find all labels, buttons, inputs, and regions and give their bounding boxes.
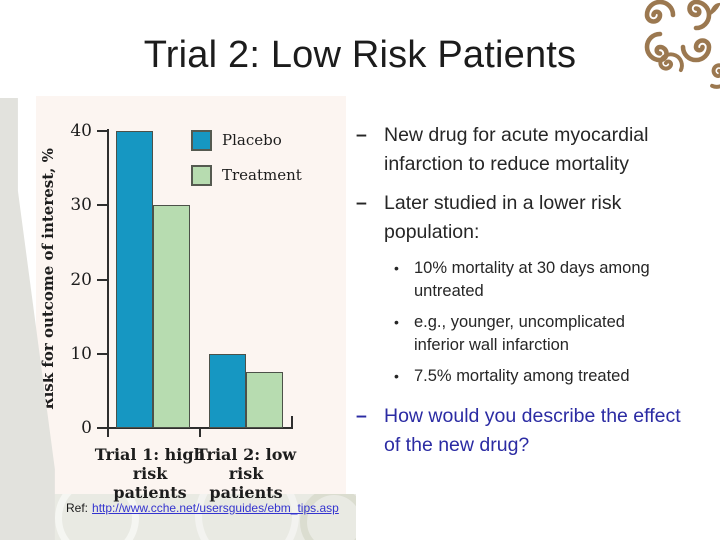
bullet-text: e.g., younger, uncomplicated inferior wa… (414, 313, 625, 354)
bullet-text: 7.5% mortality among treated (414, 367, 630, 385)
dash-bullet-icon: – (356, 192, 367, 214)
bar-treatment-2 (246, 372, 283, 428)
dot-bullet-icon: • (394, 314, 399, 330)
legend-label-placebo: Placebo (222, 131, 282, 149)
x-category-label-1: Trial 1: high risk patients (94, 445, 206, 502)
watermark-swirl-icon (300, 494, 356, 540)
y-tick-label: 0 (81, 418, 92, 438)
legend-swatch-treatment (191, 165, 212, 186)
dash-bullet-icon: – (356, 405, 367, 427)
legend-swatch-placebo (191, 130, 212, 151)
legend-label-treatment: Treatment (222, 166, 302, 184)
y-tick (97, 278, 107, 281)
y-tick (97, 130, 107, 132)
bullet-text: New drug for acute myocardial infarction… (384, 124, 649, 175)
y-tick-label: 10 (70, 343, 92, 364)
y-tick-label: 40 (70, 121, 92, 141)
ref-label: Ref: (66, 501, 89, 515)
corner-ornament-icon (643, 0, 720, 90)
bullet-item-2: • 10% mortality at 30 days among untreate… (356, 257, 720, 303)
bullet-item-3: • e.g., younger, uncomplicated inferior w… (356, 311, 720, 357)
bullet-item-4: • 7.5% mortality among treated (356, 365, 720, 388)
ref-link[interactable]: http://www.cche.net/usersguides/ebm_tips… (92, 501, 339, 515)
bar-treatment-1 (153, 205, 190, 428)
dot-bullet-icon: • (394, 260, 399, 276)
bullet-text: 10% mortality at 30 days among untreated (414, 259, 650, 300)
x-tick-mid (199, 428, 201, 437)
bar-placebo-2 (209, 353, 246, 428)
watermark-swirl-icon (55, 494, 139, 540)
bar-placebo-1 (116, 131, 153, 428)
x-tick-end (291, 416, 293, 428)
bullet-item-5: – How would you describe the effect of th… (356, 402, 720, 460)
leaf-icon (709, 2, 720, 16)
y-tick (97, 352, 107, 355)
dash-bullet-icon: – (356, 124, 367, 146)
slide-title: Trial 2: Low Risk Patients (143, 34, 577, 76)
y-axis-line (107, 129, 109, 437)
x-category-label-2: Trial 2: low risk patients (195, 445, 297, 502)
bottom-watermark-strip (0, 494, 356, 540)
bar-chart: 0 10 20 30 40 Trial 1: high risk patients Tria… (36, 96, 346, 502)
chart-panel: Risk for outcome of interest, % 0 10 20 30 4… (36, 96, 346, 502)
y-tick-label: 20 (70, 269, 92, 290)
bullet-item-1: – Later studied in a lower risk populatio… (356, 189, 720, 247)
y-tick (97, 204, 107, 207)
dot-bullet-icon: • (394, 368, 399, 384)
bullet-item-0: – New drug for acute myocardial infarctio… (356, 121, 720, 179)
reference: Ref: http://www.cche.net/usersguides/ebm_… (66, 501, 339, 515)
y-tick (97, 427, 107, 429)
bullet-text: Later studied in a lower risk population… (384, 192, 622, 243)
bullet-text: How would you describe the effect of the… (384, 405, 681, 456)
watermark-swirl-icon (195, 494, 299, 540)
bullet-list: – New drug for acute myocardial infarctio… (356, 121, 720, 470)
y-tick-label: 30 (70, 195, 92, 216)
